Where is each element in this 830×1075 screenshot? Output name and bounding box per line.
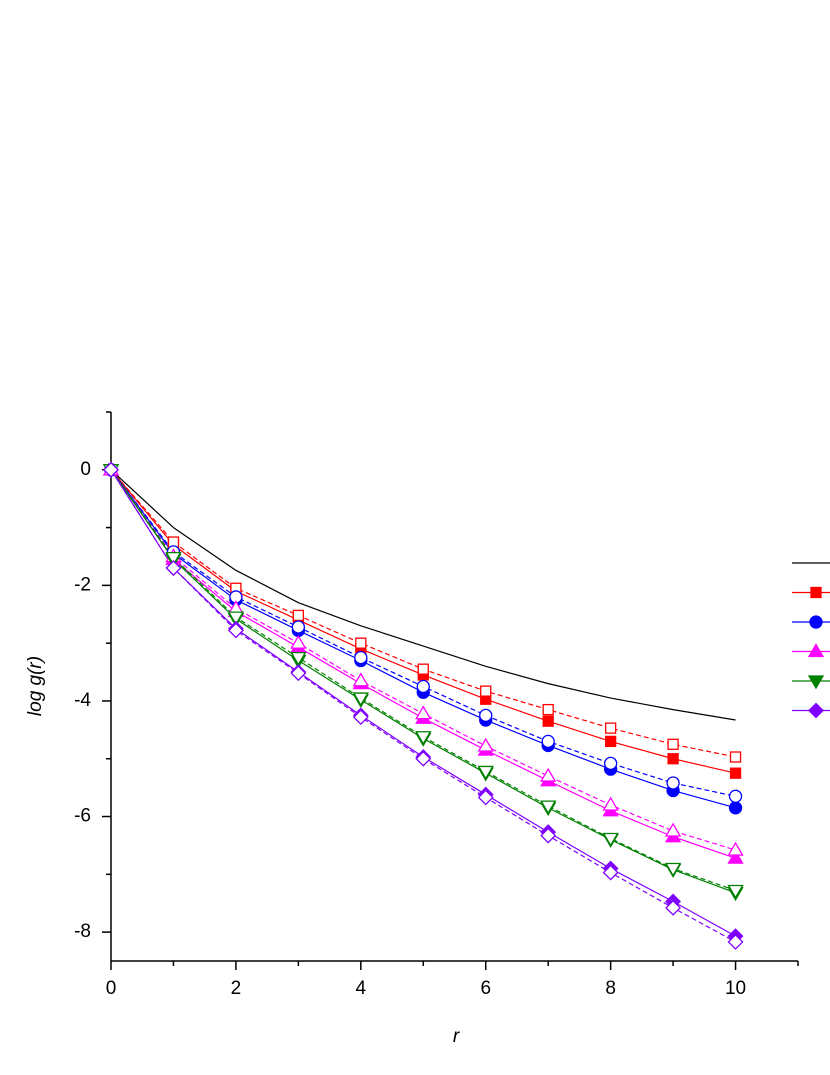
y-axis-title: log g(r) xyxy=(25,656,46,716)
legend-sample-marker xyxy=(807,675,825,690)
data-point xyxy=(727,934,744,950)
data-point xyxy=(604,722,617,734)
data-point xyxy=(477,789,494,806)
data-point xyxy=(729,751,742,763)
series-line xyxy=(110,469,736,721)
data-point xyxy=(290,634,307,649)
y-tick-label: 0 xyxy=(80,459,91,480)
data-point xyxy=(729,767,742,779)
data-point xyxy=(664,822,682,837)
data-point xyxy=(664,862,682,877)
data-point xyxy=(480,685,492,697)
data-point xyxy=(354,650,368,665)
data-point xyxy=(415,750,432,767)
data-point xyxy=(602,796,619,811)
series-line xyxy=(110,469,736,774)
series-line xyxy=(110,469,736,937)
legend-sample-marker xyxy=(809,615,823,629)
data-point xyxy=(604,735,617,748)
y-tick-label: -6 xyxy=(74,806,91,827)
data-point xyxy=(542,715,554,727)
x-tick-label: 0 xyxy=(106,978,117,999)
data-point xyxy=(415,731,432,746)
series-line xyxy=(110,469,736,851)
data-point xyxy=(667,738,679,750)
data-point xyxy=(602,864,619,881)
data-point xyxy=(728,789,743,803)
data-point xyxy=(540,827,557,844)
data-point xyxy=(666,776,680,790)
x-tick-label: 10 xyxy=(725,978,746,999)
x-tick-label: 2 xyxy=(231,978,242,999)
y-tick-label: -8 xyxy=(74,921,91,942)
legend-sample-marker xyxy=(807,643,825,658)
data-point xyxy=(602,832,619,847)
data-point xyxy=(415,705,432,720)
data-point xyxy=(417,663,429,675)
data-point xyxy=(727,841,744,856)
data-point xyxy=(665,899,682,916)
data-point xyxy=(103,461,119,478)
data-point xyxy=(728,801,743,815)
series-line xyxy=(110,469,736,797)
data-point xyxy=(603,756,618,771)
data-point xyxy=(477,765,494,780)
legend-sample-marker xyxy=(808,702,824,719)
x-tick-label: 8 xyxy=(605,978,616,999)
data-point xyxy=(667,753,679,765)
x-tick-label: 4 xyxy=(356,978,367,999)
y-tick-label: -4 xyxy=(74,690,91,711)
y-tick-label: -2 xyxy=(74,574,91,595)
data-point xyxy=(479,708,493,723)
data-point xyxy=(540,767,557,782)
data-point xyxy=(727,849,744,864)
data-point xyxy=(165,560,182,576)
data-point xyxy=(227,611,245,626)
data-point xyxy=(290,651,307,666)
x-axis-title: r xyxy=(453,1026,460,1047)
data-point xyxy=(477,737,494,752)
data-point xyxy=(541,734,555,749)
legend-sample-marker xyxy=(810,586,822,599)
data-point xyxy=(416,679,430,694)
data-point xyxy=(355,637,367,649)
data-point xyxy=(291,620,306,634)
data-point xyxy=(227,622,244,639)
data-point xyxy=(165,551,182,566)
data-point xyxy=(352,692,369,707)
data-point xyxy=(292,609,305,622)
data-point xyxy=(542,703,554,716)
data-point xyxy=(727,884,744,899)
data-point xyxy=(540,800,557,815)
x-tick-label: 6 xyxy=(480,978,491,999)
data-point xyxy=(352,672,369,687)
data-point xyxy=(290,665,307,682)
data-point xyxy=(352,709,369,726)
series-line xyxy=(110,469,736,943)
